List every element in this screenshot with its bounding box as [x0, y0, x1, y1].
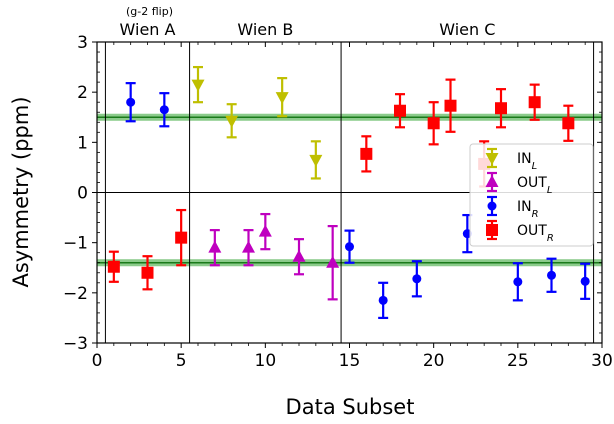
data-point — [427, 117, 440, 130]
data-point — [528, 96, 541, 109]
data-point — [444, 99, 457, 112]
legend-marker — [487, 201, 497, 211]
data-point — [412, 274, 422, 284]
region-label-2: Wien B — [237, 20, 293, 39]
data-point — [513, 277, 523, 287]
y-tick-label: −3 — [63, 334, 88, 354]
region-label-1: Wien A — [120, 20, 176, 39]
y-tick-label: −2 — [63, 284, 88, 304]
legend-box — [469, 143, 594, 247]
data-point — [495, 102, 507, 115]
data-point — [225, 115, 239, 128]
x-tick-label: 20 — [423, 351, 445, 371]
legend-marker — [486, 224, 498, 236]
legend-label: OUTL — [517, 175, 552, 196]
y-tick-label: 1 — [77, 133, 88, 153]
legend-marker — [485, 175, 499, 187]
series-in-r — [125, 82, 591, 320]
data-point — [126, 97, 136, 107]
data-point — [208, 240, 222, 253]
y-tick-label: −1 — [63, 234, 88, 254]
series-out-l — [208, 212, 340, 301]
region-labels: Wien A (g-2 flip) Wien B Wien C — [120, 5, 496, 39]
data-point — [562, 117, 575, 130]
data-point — [345, 242, 354, 252]
x-tick-label: 5 — [176, 351, 187, 371]
data-point — [141, 266, 154, 279]
region-label-3: Wien C — [439, 20, 495, 39]
data-point — [309, 154, 323, 167]
x-tick-label: 25 — [507, 351, 529, 371]
data-point — [378, 295, 388, 305]
data-point — [175, 231, 188, 244]
y-tick-label: 2 — [77, 83, 88, 103]
y-tick-label: 3 — [77, 33, 88, 53]
legend-label: INL — [517, 151, 537, 172]
data-point — [159, 105, 169, 115]
data-point — [580, 276, 590, 286]
data-point — [258, 224, 272, 237]
legend-label: INR — [517, 199, 539, 220]
axis-ticks: 0 5 10 15 20 25 30 −3 −2 −1 0 1 2 3 — [63, 33, 613, 371]
region-note-1: (g-2 flip) — [126, 5, 173, 18]
data-point — [292, 249, 306, 262]
data-point — [394, 104, 406, 117]
legend-label: OUTR — [517, 223, 554, 244]
y-tick-label: 0 — [77, 184, 88, 204]
data-point — [275, 92, 289, 105]
x-tick-label: 0 — [92, 351, 103, 371]
legend-marker — [485, 153, 499, 165]
x-axis-label: Data Subset — [286, 395, 415, 419]
data-point — [326, 255, 340, 268]
data-point — [242, 240, 255, 253]
y-axis-label: Asymmetry (ppm) — [9, 96, 33, 287]
data-point — [360, 147, 373, 160]
data-point — [547, 270, 556, 280]
series-in-l — [191, 65, 323, 180]
data-point — [191, 79, 205, 92]
x-tick-label: 15 — [339, 351, 361, 371]
x-tick-label: 30 — [591, 351, 613, 371]
data-point — [107, 260, 120, 273]
legend: INL OUTL INR OUTR — [469, 143, 594, 247]
x-tick-label: 10 — [255, 351, 277, 371]
